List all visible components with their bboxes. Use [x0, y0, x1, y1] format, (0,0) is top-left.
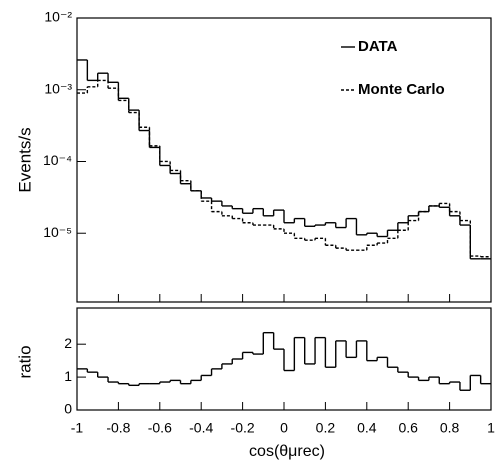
x-tick-label: 0: [280, 420, 288, 436]
y-tick-label: 0: [64, 401, 72, 417]
y-tick-label: 10⁻⁵: [43, 224, 72, 240]
legend-label: Monte Carlo: [358, 81, 445, 98]
x-tick-label: 1: [487, 420, 495, 436]
y-axis-label: ratio: [15, 345, 34, 378]
x-tick-label: 0.6: [398, 420, 418, 436]
plot-frame: [76, 17, 492, 303]
x-tick-label: 0.4: [357, 420, 377, 436]
legend-label: DATA: [358, 38, 398, 55]
y-axis-label: Events/s: [15, 127, 34, 192]
x-tick-label: -0.4: [189, 420, 213, 436]
x-tick-label: 0.2: [316, 420, 336, 436]
y-tick-label: 10⁻⁴: [43, 152, 72, 168]
x-tick-label: -0.2: [231, 420, 255, 436]
x-tick-label: -1: [71, 420, 84, 436]
x-tick-label: -0.8: [106, 420, 130, 436]
x-tick-label: -0.6: [148, 420, 172, 436]
y-tick-label: 10⁻²: [44, 9, 72, 25]
y-tick-label: 2: [64, 335, 72, 351]
x-tick-label: 0.8: [440, 420, 460, 436]
x-axis-label: cos(θμrec): [249, 443, 325, 460]
y-tick-label: 1: [64, 368, 72, 384]
y-tick-label: 10⁻³: [44, 80, 72, 96]
